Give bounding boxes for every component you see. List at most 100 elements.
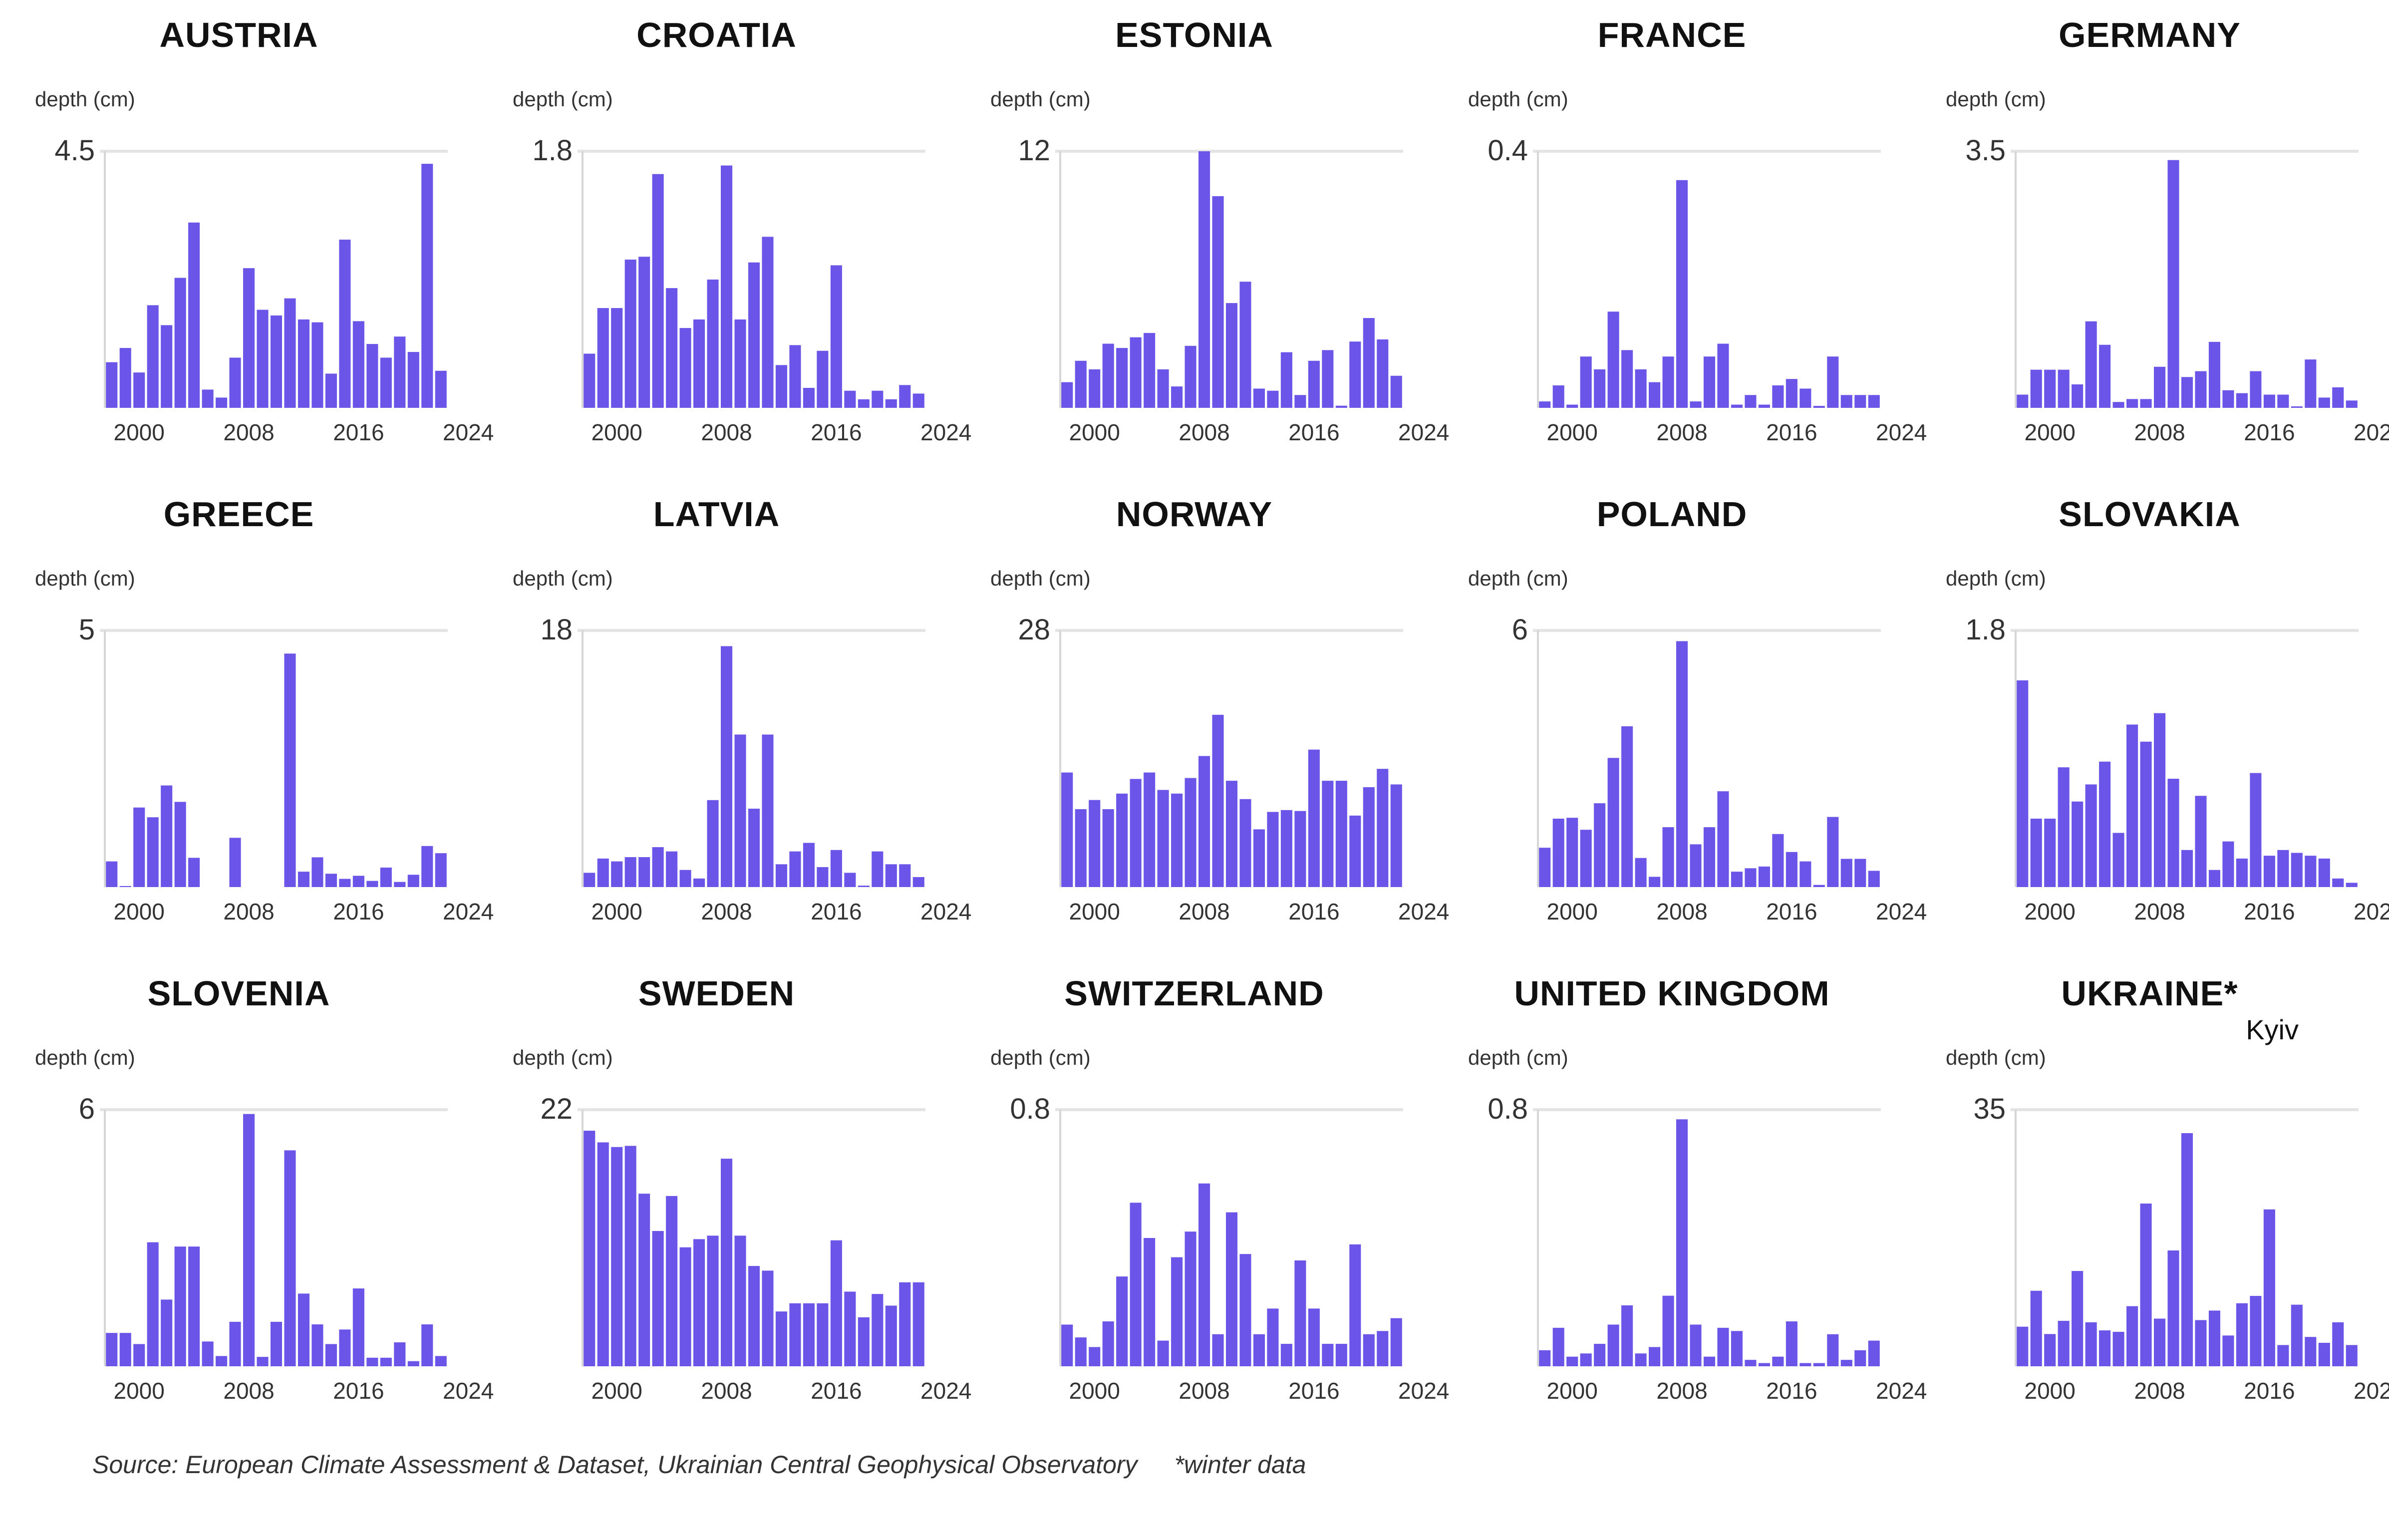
bar [1676, 641, 1688, 887]
bar [652, 1231, 664, 1366]
bar [775, 1311, 788, 1366]
x-tick-label: 2008 [701, 419, 752, 445]
bar [1075, 809, 1087, 887]
x-tick-label: 2000 [2025, 419, 2076, 445]
bar [1377, 339, 1389, 408]
bar [298, 1293, 310, 1366]
bar [1198, 151, 1210, 408]
bar [734, 319, 746, 408]
bar [1253, 388, 1265, 408]
chart-title: LATVIA [653, 495, 780, 534]
y-axis-label: depth (cm) [990, 1046, 1091, 1069]
x-tick-label: 2000 [1547, 1378, 1598, 1404]
x-tick-label: 2016 [1766, 419, 1817, 445]
bar [1813, 885, 1825, 887]
bar [1854, 1350, 1866, 1366]
bar [1594, 803, 1606, 887]
bar [147, 305, 159, 408]
bar [1635, 369, 1647, 408]
x-tick-label: 2024 [443, 419, 494, 445]
y-axis-label: depth (cm) [1468, 567, 1568, 590]
y-tick-label: 1.8 [1965, 614, 2006, 646]
bar [1635, 1353, 1647, 1366]
bar [2044, 818, 2056, 887]
bar [2277, 850, 2289, 887]
bar [2140, 1203, 2152, 1366]
bar-chart: depth (cm) 0.8 2000 2008 2016 2024 [990, 1046, 1449, 1404]
y-tick-label: 12 [1018, 134, 1050, 167]
x-tick-label: 2000 [1547, 419, 1598, 445]
bar [435, 1356, 447, 1366]
bar [1813, 406, 1825, 408]
bar [762, 237, 774, 408]
bar [435, 853, 447, 887]
y-tick-label: 22 [540, 1093, 573, 1125]
bar [1717, 791, 1729, 887]
y-tick-label: 1.8 [532, 134, 573, 167]
bar [147, 817, 159, 887]
bar [679, 1247, 691, 1366]
chart-title: POLAND [1596, 495, 1748, 534]
bar [1552, 818, 1564, 887]
chart-title: SWEDEN [638, 974, 795, 1013]
bar [1280, 1344, 1292, 1366]
bar [270, 1321, 283, 1366]
bar [775, 365, 788, 408]
bar [106, 861, 118, 887]
bar [1390, 784, 1402, 887]
bar [2085, 784, 2097, 887]
bar [734, 1235, 746, 1366]
bar [762, 734, 774, 887]
x-tick-label: 2008 [1656, 419, 1707, 445]
bar [1868, 395, 1880, 408]
bar [2222, 841, 2234, 887]
bar [597, 308, 609, 408]
bar [407, 1361, 419, 1366]
bar [1580, 356, 1592, 408]
y-axis-label: depth (cm) [35, 1046, 135, 1069]
bar [885, 864, 897, 887]
bar [899, 1282, 911, 1366]
bar [1102, 1321, 1114, 1366]
bar [2153, 1318, 2166, 1366]
bar [1308, 360, 1320, 408]
bar-chart: depth (cm) 18 2000 2008 2016 2024 [513, 567, 971, 924]
bar [1198, 1183, 1210, 1366]
chart-panel-france: FRANCE depth (cm) 0.4 2000 2008 2016 2024 [1433, 0, 1927, 479]
bar [161, 325, 173, 408]
x-tick-label: 2008 [701, 1378, 752, 1404]
bar [119, 886, 131, 887]
bar [1703, 1356, 1716, 1366]
bar [1363, 318, 1375, 408]
bar [1212, 714, 1224, 887]
y-tick-label: 18 [540, 614, 573, 646]
bar [2346, 1345, 2358, 1366]
bar [858, 399, 870, 408]
y-axis-label: depth (cm) [513, 1046, 613, 1069]
chart-panel-germany: GERMANY depth (cm) 3.5 2000 2008 2016 2024 [1911, 0, 2389, 479]
bar [1280, 352, 1292, 408]
y-tick-label: 28 [1018, 614, 1050, 646]
bar [720, 646, 733, 887]
bar [2236, 1303, 2248, 1366]
bar [1130, 1203, 1142, 1366]
bar [2112, 1331, 2124, 1366]
bar [161, 1299, 173, 1366]
bar [1731, 872, 1743, 887]
bar [311, 1324, 323, 1366]
bar [1157, 790, 1169, 887]
bar [202, 1341, 214, 1366]
bar [2263, 394, 2275, 408]
bar [2318, 397, 2330, 408]
bar [421, 1324, 433, 1366]
bar [775, 864, 788, 887]
bar [1267, 1308, 1279, 1366]
bar [2044, 1334, 2056, 1366]
bar [1390, 1318, 1402, 1366]
bar [693, 319, 705, 408]
x-tick-label: 2000 [114, 419, 165, 445]
y-axis-label: depth (cm) [990, 87, 1091, 111]
x-tick-label: 2000 [592, 899, 642, 924]
bar [1225, 1212, 1238, 1366]
bar-chart: depth (cm) 28 2000 2008 2016 2024 [990, 567, 1449, 924]
